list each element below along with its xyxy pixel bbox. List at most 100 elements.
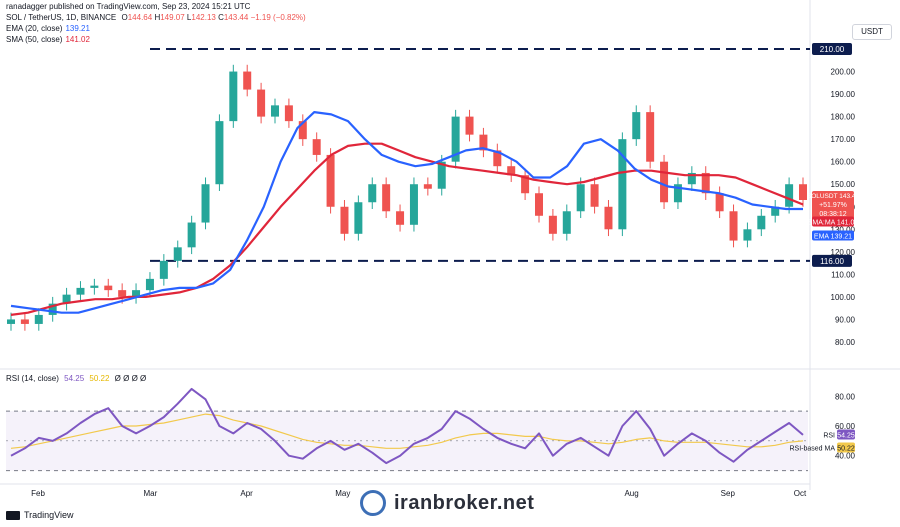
last-price-countdown: 08:38:12 bbox=[819, 211, 846, 218]
candle-body bbox=[257, 89, 266, 117]
time-tick: Sep bbox=[721, 489, 736, 498]
candle-body bbox=[187, 222, 196, 248]
candle-body bbox=[62, 294, 71, 304]
candle-body bbox=[729, 211, 738, 241]
tradingview-label: TradingView bbox=[24, 510, 74, 520]
rsi-tag bbox=[837, 429, 855, 440]
candle-body bbox=[271, 105, 279, 117]
price-tick: 160.00 bbox=[831, 158, 856, 167]
candle-body bbox=[562, 211, 571, 234]
ohlc-low: 142.13 bbox=[191, 13, 216, 22]
candle-body bbox=[34, 314, 43, 324]
candle-body bbox=[451, 116, 460, 162]
candle-body bbox=[465, 116, 474, 135]
rsi-legend-extra: Ø Ø Ø Ø bbox=[114, 374, 147, 383]
ema-tag bbox=[812, 230, 854, 241]
price-tick: 170.00 bbox=[831, 135, 856, 144]
candle-body bbox=[701, 172, 710, 194]
ema-legend-label: EMA (20, close) bbox=[6, 24, 63, 33]
rsi-line bbox=[10, 387, 804, 465]
candle-body bbox=[673, 184, 682, 203]
tradingview-mark-icon bbox=[6, 510, 20, 520]
rsi-tag-label: RSI bbox=[823, 433, 835, 440]
sma-tag bbox=[812, 216, 854, 227]
candle-body bbox=[284, 105, 293, 122]
sma-legend: SMA (50, close) 141.02 bbox=[6, 35, 90, 44]
rsi-ma-legend-value: 50.22 bbox=[89, 374, 110, 383]
ohlc-c-label: C bbox=[218, 13, 224, 22]
candle-body bbox=[423, 184, 432, 189]
candle-body bbox=[409, 184, 418, 225]
candle-body bbox=[535, 193, 543, 216]
rsi-tick: 60.00 bbox=[835, 422, 856, 431]
candle-body bbox=[159, 260, 168, 279]
candle-body bbox=[396, 211, 405, 225]
candle-body bbox=[340, 206, 349, 234]
price-tick: 200.00 bbox=[831, 68, 856, 77]
candle-body bbox=[576, 184, 585, 212]
candle-body bbox=[785, 184, 794, 207]
watermark: iranbroker.net bbox=[360, 490, 534, 516]
rsi-ma-tag-label: RSI-based MA bbox=[789, 446, 835, 453]
candle-body bbox=[493, 150, 502, 167]
candle-body bbox=[799, 184, 807, 200]
price-tick: 110.00 bbox=[831, 270, 855, 279]
last-price-symbol: SOLUSDT 143.44 bbox=[807, 193, 860, 200]
ohlc-close: 143.44 bbox=[223, 13, 249, 22]
last-price-tag bbox=[812, 191, 854, 220]
candle-body bbox=[76, 287, 85, 295]
time-tick: Aug bbox=[624, 489, 638, 498]
candle-body bbox=[743, 229, 752, 241]
price-tick: 130.00 bbox=[831, 225, 856, 234]
price-tick: 120.00 bbox=[831, 248, 856, 257]
level-tag-text: 210.00 bbox=[820, 45, 845, 54]
ohlc-change: −1.19 (−0.82%) bbox=[250, 13, 306, 22]
candle-body bbox=[7, 319, 15, 324]
candle-body bbox=[90, 285, 99, 288]
ohlc-l-label: L bbox=[186, 13, 192, 22]
ema-legend-value: 139.21 bbox=[65, 24, 90, 33]
time-tick: Apr bbox=[240, 489, 253, 498]
candle-body bbox=[243, 71, 252, 90]
candle-body bbox=[660, 161, 669, 203]
sma-50-line bbox=[10, 142, 804, 316]
time-tick: Feb bbox=[31, 489, 45, 498]
rsi-legend-label: RSI (14, close) bbox=[6, 374, 59, 383]
symbol-title: SOL / TetherUS, 1D, BINANCE bbox=[6, 13, 117, 22]
candle-body bbox=[646, 112, 655, 162]
currency-button[interactable]: USDT bbox=[852, 24, 892, 40]
rsi-legend: RSI (14, close) 54.25 50.22 Ø Ø Ø Ø bbox=[6, 374, 146, 383]
candle-body bbox=[590, 184, 599, 207]
candle-body bbox=[715, 193, 724, 212]
time-tick: May bbox=[335, 489, 350, 498]
watermark-text: iranbroker.net bbox=[394, 491, 535, 514]
last-price-pct: +51.97% bbox=[819, 202, 847, 209]
time-tick: Oct bbox=[794, 489, 807, 498]
ohlc-o-label: O bbox=[121, 13, 128, 22]
candle-body bbox=[201, 184, 210, 223]
symbol-legend: SOL / TetherUS, 1D, BINANCE O144.64 H149… bbox=[6, 13, 306, 22]
price-tick: 150.00 bbox=[831, 180, 856, 189]
price-tick: 80.00 bbox=[835, 338, 856, 347]
rsi-ma-tag bbox=[837, 442, 855, 453]
candle-body bbox=[437, 161, 446, 189]
candle-body bbox=[368, 184, 377, 203]
candle-body bbox=[229, 71, 238, 122]
time-tick: Mar bbox=[143, 489, 157, 498]
ohlc-high: 149.07 bbox=[160, 13, 185, 22]
candle-body bbox=[326, 154, 335, 207]
candle-body bbox=[215, 121, 224, 185]
rsi-ma-tag-text: 50.22 bbox=[837, 446, 855, 453]
candle-body bbox=[118, 290, 127, 297]
ema-legend: EMA (20, close) 139.21 bbox=[6, 24, 90, 33]
price-tick: 90.00 bbox=[835, 315, 856, 324]
level-tag bbox=[812, 254, 852, 267]
candle-body bbox=[521, 175, 530, 194]
candle-body bbox=[298, 121, 307, 140]
ema-20-line bbox=[10, 110, 803, 314]
candle-body bbox=[479, 134, 488, 151]
rsi-tick: 40.00 bbox=[835, 452, 856, 461]
candle-body bbox=[757, 215, 766, 230]
ohlc-h-label: H bbox=[154, 13, 161, 22]
